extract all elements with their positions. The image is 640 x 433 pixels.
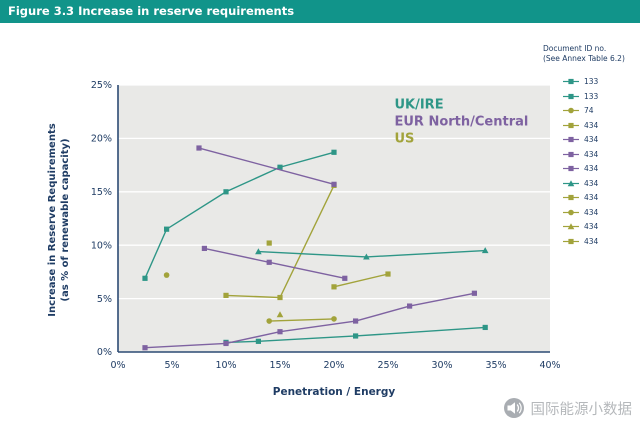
legend-marker-icon xyxy=(563,195,579,201)
svg-text:20%: 20% xyxy=(323,360,344,371)
y-axis-title: Increase in Reserve Requirements (as % o… xyxy=(46,85,72,355)
legend-item: 434 xyxy=(563,150,638,159)
legend-item: 434 xyxy=(563,237,638,246)
legend-marker-icon xyxy=(563,107,579,114)
legend-marker-icon xyxy=(563,122,579,128)
legend-marker-icon xyxy=(563,179,579,186)
svg-text:25%: 25% xyxy=(377,360,398,371)
svg-text:15%: 15% xyxy=(269,360,290,371)
svg-text:10%: 10% xyxy=(215,360,236,371)
legend-item-label: 434 xyxy=(584,222,599,232)
legend-item: 434 xyxy=(563,164,638,173)
x-axis-title: Penetration / Energy xyxy=(272,386,396,398)
legend-marker-icon xyxy=(563,223,579,230)
figure-title: Figure 3.3 Increase in reserve requireme… xyxy=(8,4,295,18)
legend-item: 434 xyxy=(563,193,638,202)
legend-title-line2: (See Annex Table 6.2) xyxy=(543,54,625,64)
legend-item: 74 xyxy=(563,106,638,115)
svg-text:35%: 35% xyxy=(485,360,506,371)
legend-marker-icon xyxy=(563,79,579,85)
legend-item: 434 xyxy=(563,121,638,130)
svg-text:US: US xyxy=(394,132,414,147)
legend-item-label: 434 xyxy=(584,193,599,203)
legend-item-label: 434 xyxy=(584,135,599,145)
svg-text:20%: 20% xyxy=(91,134,112,145)
legend-item: 434 xyxy=(563,179,638,188)
legend-item-label: 133 xyxy=(584,91,599,101)
y-axis-title-line2: (as % of renewable capacity) xyxy=(60,138,71,302)
legend-title-line1: Document ID no. xyxy=(543,44,607,53)
legend-item: 133 xyxy=(563,77,638,86)
legend-marker-icon xyxy=(563,93,579,99)
y-axis-title-line1: Increase in Reserve Requirements xyxy=(47,123,58,317)
svg-text:5%: 5% xyxy=(164,360,179,371)
legend-item-label: 434 xyxy=(584,120,599,130)
legend-item-label: 434 xyxy=(584,164,599,174)
legend: Document ID no. (See Annex Table 6.2) 13… xyxy=(543,44,638,246)
watermark-text: 国际能源小数据 xyxy=(530,401,633,418)
chart: 0% 5% 10% 15% 20% 25% 0% 5% 10% 15% 20% 25% 30% 35% 40… xyxy=(91,80,561,371)
watermark: 国际能源小数据 xyxy=(503,397,633,419)
svg-text:15%: 15% xyxy=(91,187,112,198)
legend-title: Document ID no. (See Annex Table 6.2) xyxy=(543,44,638,64)
svg-text:10%: 10% xyxy=(91,240,112,251)
legend-marker-icon xyxy=(563,238,579,244)
svg-text:30%: 30% xyxy=(431,360,452,371)
legend-item-label: 133 xyxy=(584,77,599,87)
legend-item: 434 xyxy=(563,208,638,217)
legend-item-label: 434 xyxy=(584,236,599,246)
legend-item-label: 74 xyxy=(584,106,594,116)
legend-item: 133 xyxy=(563,92,638,101)
legend-marker-icon xyxy=(563,137,579,143)
svg-text:5%: 5% xyxy=(97,294,112,305)
svg-text:EUR North/Central: EUR North/Central xyxy=(394,115,528,130)
svg-text:40%: 40% xyxy=(539,360,560,371)
legend-item: 434 xyxy=(563,222,638,231)
legend-item-label: 434 xyxy=(584,149,599,159)
legend-item: 434 xyxy=(563,135,638,144)
svg-text:0%: 0% xyxy=(110,360,125,371)
legend-marker-icon xyxy=(563,209,579,216)
svg-text:0%: 0% xyxy=(97,347,112,358)
megaphone-icon xyxy=(503,398,524,418)
legend-marker-icon xyxy=(563,166,579,172)
legend-item-label: 434 xyxy=(584,178,599,188)
legend-marker-icon xyxy=(563,151,579,157)
legend-items: 133 133 74 434 434 434 434 434 434 434 434 434 xyxy=(543,77,638,246)
svg-text:UK/IRE: UK/IRE xyxy=(394,97,443,112)
figure-title-bar: Figure 3.3 Increase in reserve requireme… xyxy=(0,0,640,23)
legend-item-label: 434 xyxy=(584,207,599,217)
svg-text:25%: 25% xyxy=(91,80,112,91)
